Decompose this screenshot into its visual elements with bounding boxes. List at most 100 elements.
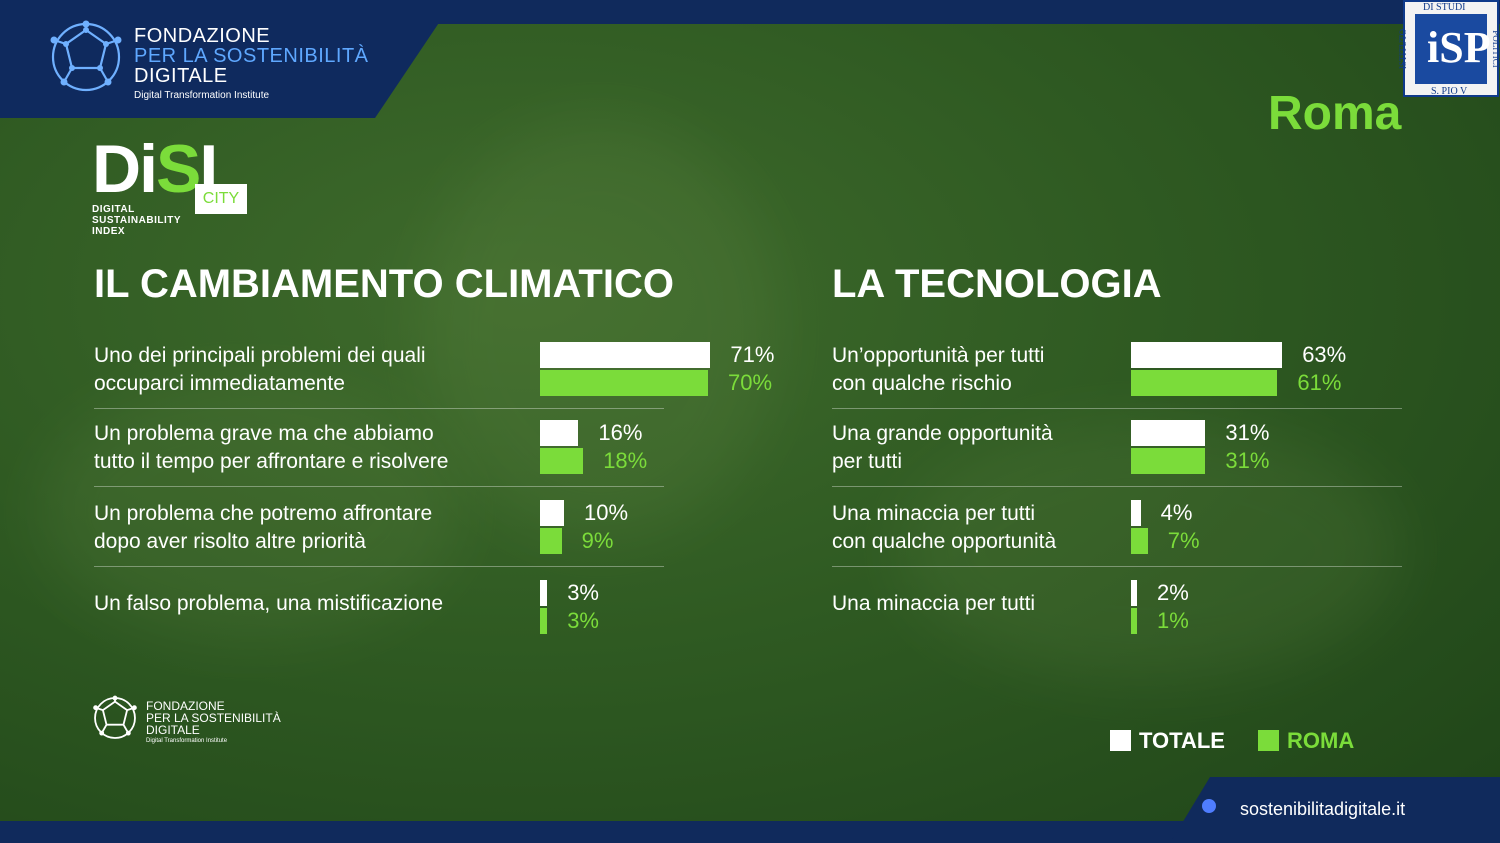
- category-label-line: Una minaccia per tutti: [832, 502, 1036, 525]
- footer-org-tagline: Digital Transformation Institute: [146, 738, 228, 744]
- bar-total: [1131, 500, 1141, 526]
- org-line: PER LA SOSTENIBILITÀ: [134, 45, 369, 67]
- dot-icon: [1202, 799, 1216, 813]
- row-divider: [94, 486, 664, 487]
- value-label-roma: 7%: [1167, 528, 1200, 553]
- category-label: Uno dei principali problemi dei quali occ…: [94, 342, 426, 398]
- bar-total: [1131, 342, 1283, 368]
- background-blur: [420, 120, 780, 540]
- bar-roma: [1131, 370, 1278, 396]
- legend-label-total: TOTALE: [1139, 728, 1225, 753]
- value-label-roma: 31%: [1225, 448, 1270, 473]
- foundation-name: FONDAZIONE PER LA SOSTENIBILITÀ DIGITALE…: [134, 26, 369, 101]
- disi-city-tag: CITY: [195, 184, 247, 214]
- category-label: Una grande opportunità per tutti: [832, 420, 1053, 476]
- badge-right-text: POLITICI: [1490, 30, 1500, 68]
- value-label-total: 10%: [584, 500, 629, 525]
- value-label-total: 71%: [730, 342, 775, 367]
- badge-emblem: iSP: [1415, 14, 1491, 84]
- legend-swatch-total: [1110, 730, 1131, 751]
- row-divider: [832, 566, 1402, 567]
- category-label-line: Un’opportunità per tutti: [832, 344, 1045, 367]
- org-line: FONDAZIONE: [134, 25, 271, 47]
- row-divider: [832, 486, 1402, 487]
- bar-total: [540, 500, 564, 526]
- chart-title: IL CAMBIAMENTO CLIMATICO: [94, 262, 674, 306]
- footer-foundation-name: FONDAZIONE PER LA SOSTENIBILITÀ DIGITALE…: [146, 700, 281, 744]
- category-label-line: occuparci immediatamente: [94, 372, 345, 395]
- category-label-line: per tutti: [832, 450, 903, 473]
- value-label-total: 3%: [567, 580, 599, 605]
- bar-roma: [540, 448, 584, 474]
- bar-total: [540, 420, 579, 446]
- bar-roma: [1131, 608, 1137, 634]
- category-label-line: Un problema grave ma che abbiamo: [94, 422, 434, 445]
- category-label: Una minaccia per tutti con qualche opport…: [832, 500, 1056, 556]
- city-title: Roma: [1268, 87, 1402, 140]
- badge-letters: iSP: [1427, 23, 1491, 72]
- value-label-total: 63%: [1302, 342, 1347, 367]
- value-label-total: 4%: [1160, 500, 1193, 525]
- bar-roma: [540, 528, 562, 554]
- value-label-roma: 1%: [1157, 608, 1189, 633]
- bar-roma: [540, 608, 548, 634]
- value-label-roma: 9%: [581, 528, 614, 553]
- row-divider: [94, 408, 664, 409]
- value-label-roma: 18%: [603, 448, 648, 473]
- value-label-total: 2%: [1157, 580, 1189, 605]
- footer-band: [0, 821, 1500, 843]
- legend-swatch-roma: [1258, 730, 1279, 751]
- value-label-total: 31%: [1225, 420, 1270, 445]
- org-line: DIGITALE: [134, 65, 228, 87]
- website-link[interactable]: sostenibilitadigitale.it: [1240, 799, 1406, 819]
- bar-roma: [1131, 448, 1206, 474]
- category-label: Un’opportunità per tutti con qualche risc…: [832, 342, 1044, 398]
- isp-badge: DI STUDI S. PIO V ISTITUTO POLITICI iSP: [1398, 0, 1500, 97]
- value-label-roma: 61%: [1297, 370, 1342, 395]
- value-label-roma: 3%: [567, 608, 599, 633]
- category-label-line: con qualche opportunità: [832, 530, 1057, 553]
- legend-total: TOTALE: [1110, 728, 1225, 754]
- category-label: Un falso problema, una mistificazione: [94, 590, 443, 618]
- category-label-line: con qualche rischio: [832, 372, 1012, 395]
- value-label-roma: 70%: [728, 370, 773, 395]
- footer-org-line: FONDAZIONE: [146, 699, 225, 713]
- category-label-line: Un falso problema, una mistificazione: [94, 592, 444, 615]
- value-label-total: 16%: [598, 420, 643, 445]
- category-label-line: Un problema che potremo affrontare: [94, 502, 433, 525]
- chart-title: LA TECNOLOGIA: [832, 262, 1162, 306]
- row-divider: [832, 408, 1402, 409]
- row-divider: [94, 566, 664, 567]
- category-label: Una minaccia per tutti: [832, 590, 1035, 618]
- bar-total: [540, 342, 711, 368]
- footer-logo-icon: [92, 694, 138, 746]
- bar-total: [1131, 420, 1206, 446]
- footer-org-line: DIGITALE: [146, 723, 200, 737]
- legend-roma: ROMA: [1258, 728, 1354, 754]
- badge-bottom-text: S. PIO V: [1431, 86, 1468, 97]
- bar-roma: [540, 370, 708, 396]
- disi-subtitle: DIGITAL SUSTAINABILITY INDEX: [92, 204, 216, 237]
- disi-sub-line: INDEX: [92, 226, 126, 237]
- category-label-line: dopo aver risolto altre priorità: [94, 530, 366, 553]
- footer-org-line: PER LA SOSTENIBILITÀ: [146, 711, 281, 725]
- foundation-logo-icon: [48, 18, 124, 100]
- bar-total: [540, 580, 548, 606]
- category-label-line: Uno dei principali problemi dei quali: [94, 344, 426, 367]
- category-label-line: Una minaccia per tutti: [832, 592, 1036, 615]
- disi-logo: DiSI CITY DIGITAL SUSTAINABILITY INDEX: [92, 135, 247, 237]
- bar-roma: [1131, 528, 1148, 554]
- disi-sub-line: DIGITAL: [92, 204, 135, 215]
- category-label-line: tutto il tempo per affrontare e risolver…: [94, 450, 449, 473]
- top-band: [430, 0, 1500, 24]
- badge-left-text: ISTITUTO: [1398, 28, 1409, 70]
- legend-label-roma: ROMA: [1287, 728, 1355, 753]
- category-label-line: Una grande opportunità: [832, 422, 1053, 445]
- category-label: Un problema grave ma che abbiamo tutto il…: [94, 420, 448, 476]
- bar-total: [1131, 580, 1137, 606]
- disi-letter-green: S: [156, 131, 201, 207]
- background-blur: [40, 380, 460, 640]
- org-tagline: Digital Transformation Institute: [134, 90, 270, 101]
- footer-url-tab: sostenibilitadigitale.it: [1170, 777, 1500, 843]
